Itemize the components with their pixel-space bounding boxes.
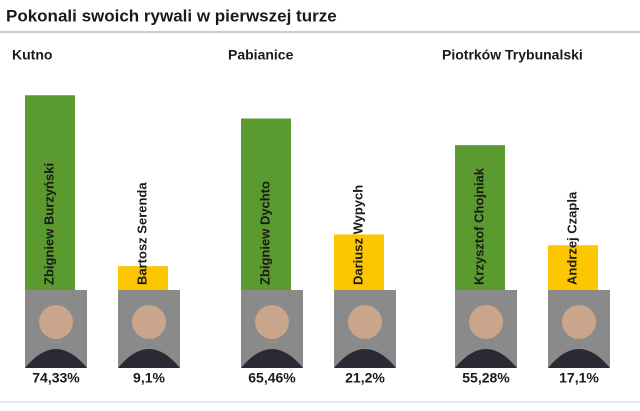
- bar: [334, 234, 384, 290]
- candidate-name: Zbigniew Dychto: [257, 181, 272, 285]
- photo-face: [255, 305, 289, 339]
- photo-body: [25, 349, 87, 368]
- value-label: 74,33%: [32, 370, 80, 386]
- value-label: 65,46%: [248, 370, 296, 386]
- group-title: Pabianice: [228, 47, 294, 63]
- photo-face: [562, 305, 596, 339]
- value-label: 21,2%: [345, 370, 385, 386]
- group-title: Piotrków Trybunalski: [442, 47, 583, 63]
- value-label: 9,1%: [133, 370, 165, 386]
- photo-face: [469, 305, 503, 339]
- candidate-name: Krzysztof Chojniak: [471, 167, 486, 285]
- bar: [118, 266, 168, 290]
- group-title: Kutno: [12, 47, 52, 63]
- page-title: Pokonali swoich rywali w pierwszej turze: [6, 6, 337, 25]
- photo-body: [334, 349, 396, 368]
- candidate-name: Bartosz Serenda: [134, 182, 149, 285]
- photo-body: [118, 349, 180, 368]
- photo-face: [348, 305, 382, 339]
- candidate-name: Zbigniew Burzyński: [41, 163, 56, 285]
- candidate-name: Dariusz Wypych: [350, 185, 365, 285]
- photo-face: [39, 305, 73, 339]
- bar: [25, 95, 75, 290]
- photo-face: [132, 305, 166, 339]
- photo-body: [455, 349, 517, 368]
- bar: [455, 145, 505, 290]
- bar: [241, 118, 291, 290]
- value-label: 17,1%: [559, 370, 599, 386]
- value-label: 55,28%: [462, 370, 510, 386]
- bar: [548, 245, 598, 290]
- photo-body: [241, 349, 303, 368]
- photo-body: [548, 349, 610, 368]
- candidate-name: Andrzej Czapla: [564, 191, 579, 285]
